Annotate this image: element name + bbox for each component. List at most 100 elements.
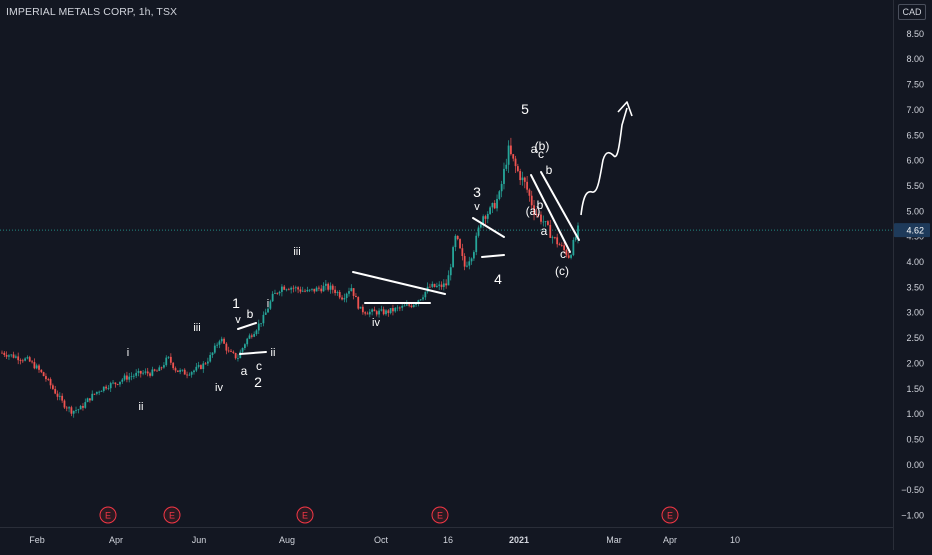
- candle: [429, 283, 431, 288]
- candle: [123, 373, 126, 382]
- candle: [105, 384, 107, 391]
- candle: [357, 296, 360, 310]
- price-tick-label: 1.00: [906, 409, 924, 419]
- candle: [243, 343, 246, 351]
- candle: [301, 286, 304, 293]
- candle: [512, 153, 515, 162]
- candle: [442, 279, 445, 291]
- trendline-group: [237, 171, 580, 355]
- candle: [422, 294, 424, 301]
- candle: [396, 305, 399, 312]
- trendline[interactable]: [352, 271, 446, 295]
- candle: [516, 163, 519, 173]
- wave-label: iv: [372, 317, 380, 329]
- price-tick-label: 4.00: [906, 257, 924, 267]
- candle: [454, 234, 457, 252]
- candle: [186, 371, 188, 379]
- wave-label: iv: [215, 382, 223, 394]
- price-tick-label: 8.50: [906, 29, 924, 39]
- candle: [128, 372, 131, 383]
- candle: [510, 137, 512, 156]
- candle: [54, 385, 57, 395]
- price-tick-label: 0.00: [906, 460, 924, 470]
- projection-path[interactable]: [580, 107, 628, 216]
- earnings-marker[interactable]: E: [661, 506, 679, 524]
- wave-label: (a): [526, 204, 541, 218]
- candle: [79, 404, 82, 410]
- trendline[interactable]: [239, 351, 267, 355]
- candle: [306, 286, 309, 293]
- candle: [102, 386, 105, 393]
- earnings-marker[interactable]: E: [99, 506, 117, 524]
- trendline[interactable]: [530, 174, 571, 253]
- wave-label: 4: [494, 271, 502, 287]
- candle: [394, 307, 397, 313]
- candle: [165, 355, 168, 367]
- candle: [98, 390, 101, 396]
- candle: [311, 288, 313, 292]
- wave-label: c: [256, 359, 262, 373]
- candle: [521, 171, 524, 186]
- wave-label: v: [235, 314, 241, 326]
- candle: [440, 281, 443, 290]
- price-tick-label: 2.50: [906, 333, 924, 343]
- wave-label: a: [531, 142, 538, 156]
- currency-button[interactable]: CAD: [898, 4, 926, 20]
- wave-label: b: [247, 307, 254, 321]
- wave-label: (b): [535, 139, 550, 153]
- time-axis: Feb Apr Jun Aug Oct 16 2021 Mar Apr 10: [29, 535, 740, 545]
- candle: [498, 190, 501, 201]
- candle: [213, 343, 216, 354]
- trendline[interactable]: [472, 217, 505, 238]
- candle: [216, 342, 219, 348]
- candle: [204, 362, 207, 365]
- earnings-marker[interactable]: E: [163, 506, 181, 524]
- candle: [389, 308, 392, 315]
- time-tick-label: Apr: [109, 535, 123, 545]
- earnings-marker[interactable]: E: [431, 506, 449, 524]
- chart-title: IMPERIAL METALS CORP, 1h, TSX: [6, 6, 178, 18]
- candle: [91, 390, 94, 401]
- candle: [459, 238, 461, 249]
- candle: [445, 279, 448, 289]
- candle: [313, 288, 316, 294]
- candle: [70, 405, 73, 417]
- candle: [225, 342, 228, 355]
- candle: [211, 352, 214, 358]
- candle: [563, 241, 566, 254]
- trendline[interactable]: [237, 322, 257, 330]
- candle: [466, 261, 468, 268]
- trendline[interactable]: [540, 171, 580, 241]
- candle: [114, 382, 117, 388]
- wave-label: a: [541, 224, 548, 238]
- price-tick-label: 3.50: [906, 282, 924, 292]
- trendline[interactable]: [481, 254, 505, 258]
- earnings-marker[interactable]: E: [296, 506, 314, 524]
- price-tick-label: 8.00: [906, 54, 924, 64]
- candle: [553, 236, 556, 240]
- candle: [533, 200, 535, 221]
- candle: [359, 306, 362, 309]
- candle: [537, 212, 540, 218]
- price-tick-label: 5.00: [906, 206, 924, 216]
- candle: [230, 349, 232, 353]
- candle: [179, 368, 182, 375]
- candle: [479, 223, 482, 229]
- candle: [84, 398, 87, 409]
- time-tick-label: Aug: [279, 535, 295, 545]
- candle: [193, 369, 195, 375]
- candle: [530, 190, 533, 210]
- candle: [61, 393, 64, 403]
- candle: [486, 211, 489, 224]
- candle: [475, 232, 478, 256]
- candle: [341, 295, 343, 301]
- candle: [438, 281, 441, 291]
- candle: [473, 250, 475, 261]
- candle: [33, 358, 36, 370]
- candle: [45, 373, 47, 382]
- candle: [86, 397, 89, 403]
- candle: [565, 248, 568, 258]
- candle: [3, 351, 6, 358]
